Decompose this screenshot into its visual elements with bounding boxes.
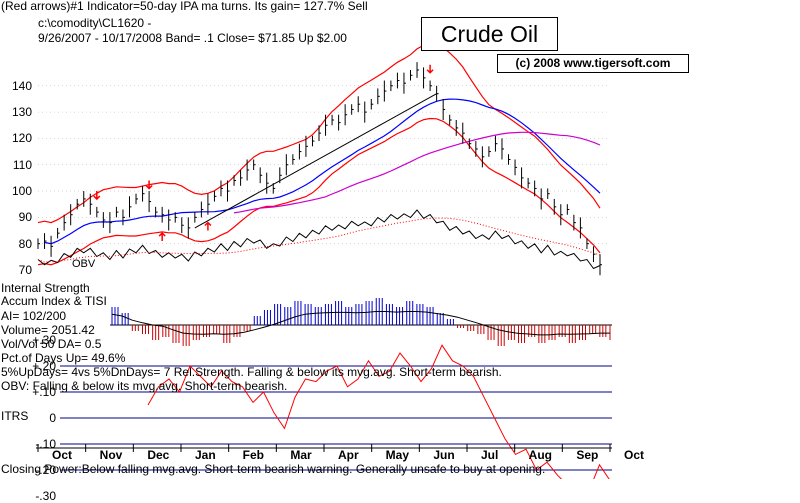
magenta-moving-average	[233, 131, 601, 214]
price-y-tick: 70	[18, 263, 32, 277]
vol-vol-value: Vol/Vol 50 DA= 0.5	[1, 337, 102, 351]
accum-index-label: Accum Index & TISI	[1, 294, 107, 308]
x-ticks	[37, 444, 611, 452]
sell-arrow	[145, 180, 153, 190]
buy-arrow	[204, 221, 212, 231]
itrs-y-tick: -.10	[35, 437, 56, 451]
accum-bars	[111, 298, 611, 346]
itrs-y-tick: +.30	[32, 333, 56, 347]
month-label: Jan	[195, 448, 216, 462]
month-label: Dec	[147, 448, 170, 462]
month-label: Jul	[481, 448, 499, 462]
month-label: Feb	[242, 448, 264, 462]
symbol-path: c:\comodity\CL1620 -	[38, 16, 152, 30]
price-y-tick: 90	[18, 210, 32, 225]
buy-arrow	[158, 231, 166, 242]
indicator-header: (Red arrows)#1 Indicator=50-day IPA ma t…	[1, 0, 368, 13]
month-label: May	[385, 448, 409, 462]
price-bars	[37, 62, 602, 276]
internal-strength-label: Internal Strength	[1, 281, 90, 295]
month-label: Apr	[338, 448, 359, 462]
updays-relstrength-text: 5%UpDays= 4vs 5%DnDays= 7 Rel.Strength. …	[1, 365, 502, 379]
chart-title: Crude Oil	[421, 17, 558, 51]
price-y-tick: 100	[11, 184, 32, 199]
lower-band	[37, 117, 601, 266]
itrs-line	[147, 344, 610, 479]
price-y-tick: 80	[18, 236, 32, 251]
itrs-y-tick: -.30	[35, 489, 56, 503]
sell-arrow	[426, 64, 434, 74]
month-label: Sep	[576, 448, 599, 462]
pct-days-up-value: Pct.of Days Up= 49.6%	[1, 351, 126, 365]
date-range-close: 9/26/2007 - 10/17/2008 Band= .1 Close= $…	[38, 31, 347, 45]
trend-line	[194, 93, 437, 229]
copyright-box: (c) 2008 www.tigersoft.com	[497, 54, 689, 73]
itrs-label: ITRS	[1, 409, 29, 423]
crude-oil-chart	[36, 43, 612, 479]
volume-value: Volume= 2051.42	[1, 323, 95, 337]
obv-status-text: OBV: Falling & below its mvg.avg. Short-…	[1, 379, 288, 393]
ai-value: AI= 102/200	[1, 309, 67, 323]
itrs-y-tick: +.20	[32, 359, 56, 373]
month-label: Oct	[52, 448, 73, 462]
month-label: Nov	[99, 448, 123, 462]
accum-ma-line	[111, 311, 610, 336]
month-label: Aug	[528, 448, 552, 462]
month-label: Mar	[290, 448, 312, 462]
month-label: Oct	[624, 448, 645, 462]
sell-arrow	[93, 191, 101, 201]
itrs-y-tick: 0	[49, 411, 56, 425]
signal-arrows	[93, 64, 434, 242]
month-label: Jun	[433, 448, 455, 462]
obv-line	[37, 209, 601, 270]
obv-label: OBV	[72, 258, 96, 270]
itrs-y-tick: -.20	[35, 463, 56, 477]
obv-moving-average	[37, 217, 601, 263]
price-gridlines	[38, 85, 610, 244]
price-y-tick: 110	[12, 157, 32, 172]
itrs-y-tick: +.10	[32, 385, 56, 399]
price-y-tick: 130	[11, 105, 32, 120]
price-y-tick: 120	[11, 131, 32, 146]
price-y-tick: 140	[11, 78, 32, 93]
closing-power-text: Closing Power:Below falling mvg.avg. Sho…	[1, 462, 546, 476]
blue-moving-average	[44, 98, 601, 245]
